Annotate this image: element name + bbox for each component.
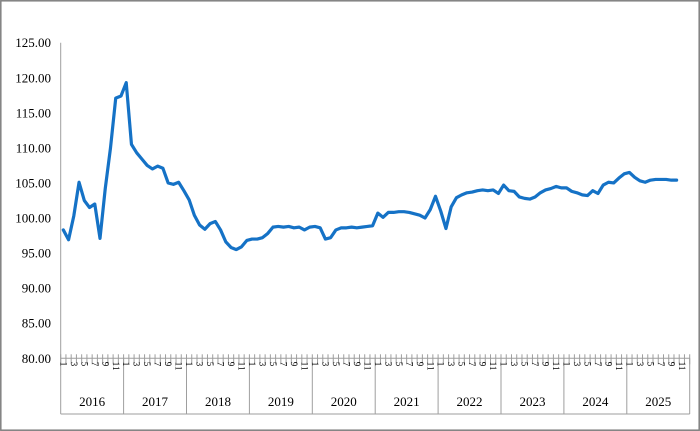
month-label: 9 — [352, 362, 362, 367]
month-label: 9 — [541, 362, 551, 367]
year-label: 2022 — [457, 394, 483, 409]
month-label: 1 — [499, 362, 509, 367]
month-label: 11 — [551, 362, 561, 371]
year-label: 2021 — [394, 394, 420, 409]
month-label: 9 — [100, 362, 110, 367]
month-label: 7 — [656, 362, 666, 367]
month-label: 5 — [205, 362, 215, 367]
y-axis-label: 90.00 — [22, 281, 51, 296]
data-series-line — [61, 81, 679, 252]
month-label: 1 — [58, 362, 68, 367]
year-label: 2024 — [582, 394, 609, 409]
month-label: 5 — [457, 362, 467, 367]
month-label: 1 — [624, 362, 634, 367]
month-label: 11 — [614, 362, 624, 371]
month-label: 7 — [341, 362, 351, 367]
month-label: 3 — [132, 362, 142, 367]
month-label: 1 — [436, 362, 446, 367]
month-label: 7 — [153, 362, 163, 367]
month-label: 1 — [373, 362, 383, 367]
y-axis-label: 85.00 — [22, 316, 51, 331]
month-label: 1 — [184, 362, 194, 367]
month-label: 3 — [572, 362, 582, 367]
y-axis-label: 110.00 — [16, 140, 51, 155]
month-label: 9 — [226, 362, 236, 367]
month-label: 3 — [258, 362, 268, 367]
month-label: 3 — [635, 362, 645, 367]
y-axis-label: 125.00 — [15, 35, 51, 50]
month-label: 11 — [677, 362, 687, 371]
month-label: 5 — [645, 362, 655, 367]
y-axis-label: 120.00 — [15, 70, 51, 85]
y-axis-label: 100.00 — [15, 211, 51, 226]
month-label: 11 — [111, 362, 121, 371]
month-label: 5 — [582, 362, 592, 367]
year-label: 2025 — [645, 394, 671, 409]
month-label: 5 — [268, 362, 278, 367]
month-label: 1 — [247, 362, 257, 366]
month-label: 9 — [478, 362, 488, 367]
month-label: 3 — [383, 362, 393, 367]
month-label: 9 — [603, 362, 613, 367]
month-label: 5 — [79, 362, 89, 367]
month-label: 1 — [310, 362, 320, 367]
month-label: 1 — [562, 362, 572, 367]
month-label: 7 — [593, 362, 603, 367]
month-label: 5 — [142, 362, 152, 367]
month-label: 11 — [174, 362, 184, 371]
month-label: 5 — [520, 362, 530, 367]
month-label: 11 — [237, 362, 247, 371]
y-axis-label: 105.00 — [15, 175, 51, 190]
month-label: 7 — [467, 362, 477, 367]
month-label: 7 — [404, 362, 414, 367]
month-label: 1 — [121, 362, 131, 367]
year-label: 2023 — [519, 394, 545, 409]
year-label: 2016 — [79, 394, 106, 409]
month-label: 3 — [446, 362, 456, 367]
month-label: 9 — [415, 362, 425, 367]
month-label: 7 — [530, 362, 540, 367]
month-label: 11 — [425, 362, 435, 371]
month-label: 9 — [289, 362, 299, 367]
y-axis-label: 80.00 — [22, 351, 51, 366]
year-label: 2020 — [331, 394, 357, 409]
month-label: 3 — [320, 362, 330, 367]
month-label: 7 — [278, 362, 288, 367]
y-axis-label: 95.00 — [22, 246, 51, 261]
month-label: 9 — [666, 362, 676, 367]
year-label: 2017 — [142, 394, 169, 409]
month-label: 11 — [362, 362, 372, 371]
year-label: 2018 — [205, 394, 231, 409]
month-label: 11 — [299, 362, 309, 371]
month-label: 3 — [69, 362, 79, 367]
month-label: 7 — [90, 362, 100, 367]
month-label: 5 — [331, 362, 341, 367]
month-label: 9 — [163, 362, 173, 367]
month-label: 5 — [394, 362, 404, 367]
y-axis-label: 115.00 — [16, 105, 51, 120]
month-label: 11 — [488, 362, 498, 371]
month-label: 3 — [509, 362, 519, 367]
month-label: 7 — [216, 362, 226, 367]
year-label: 2019 — [268, 394, 294, 409]
month-label: 3 — [195, 362, 205, 367]
